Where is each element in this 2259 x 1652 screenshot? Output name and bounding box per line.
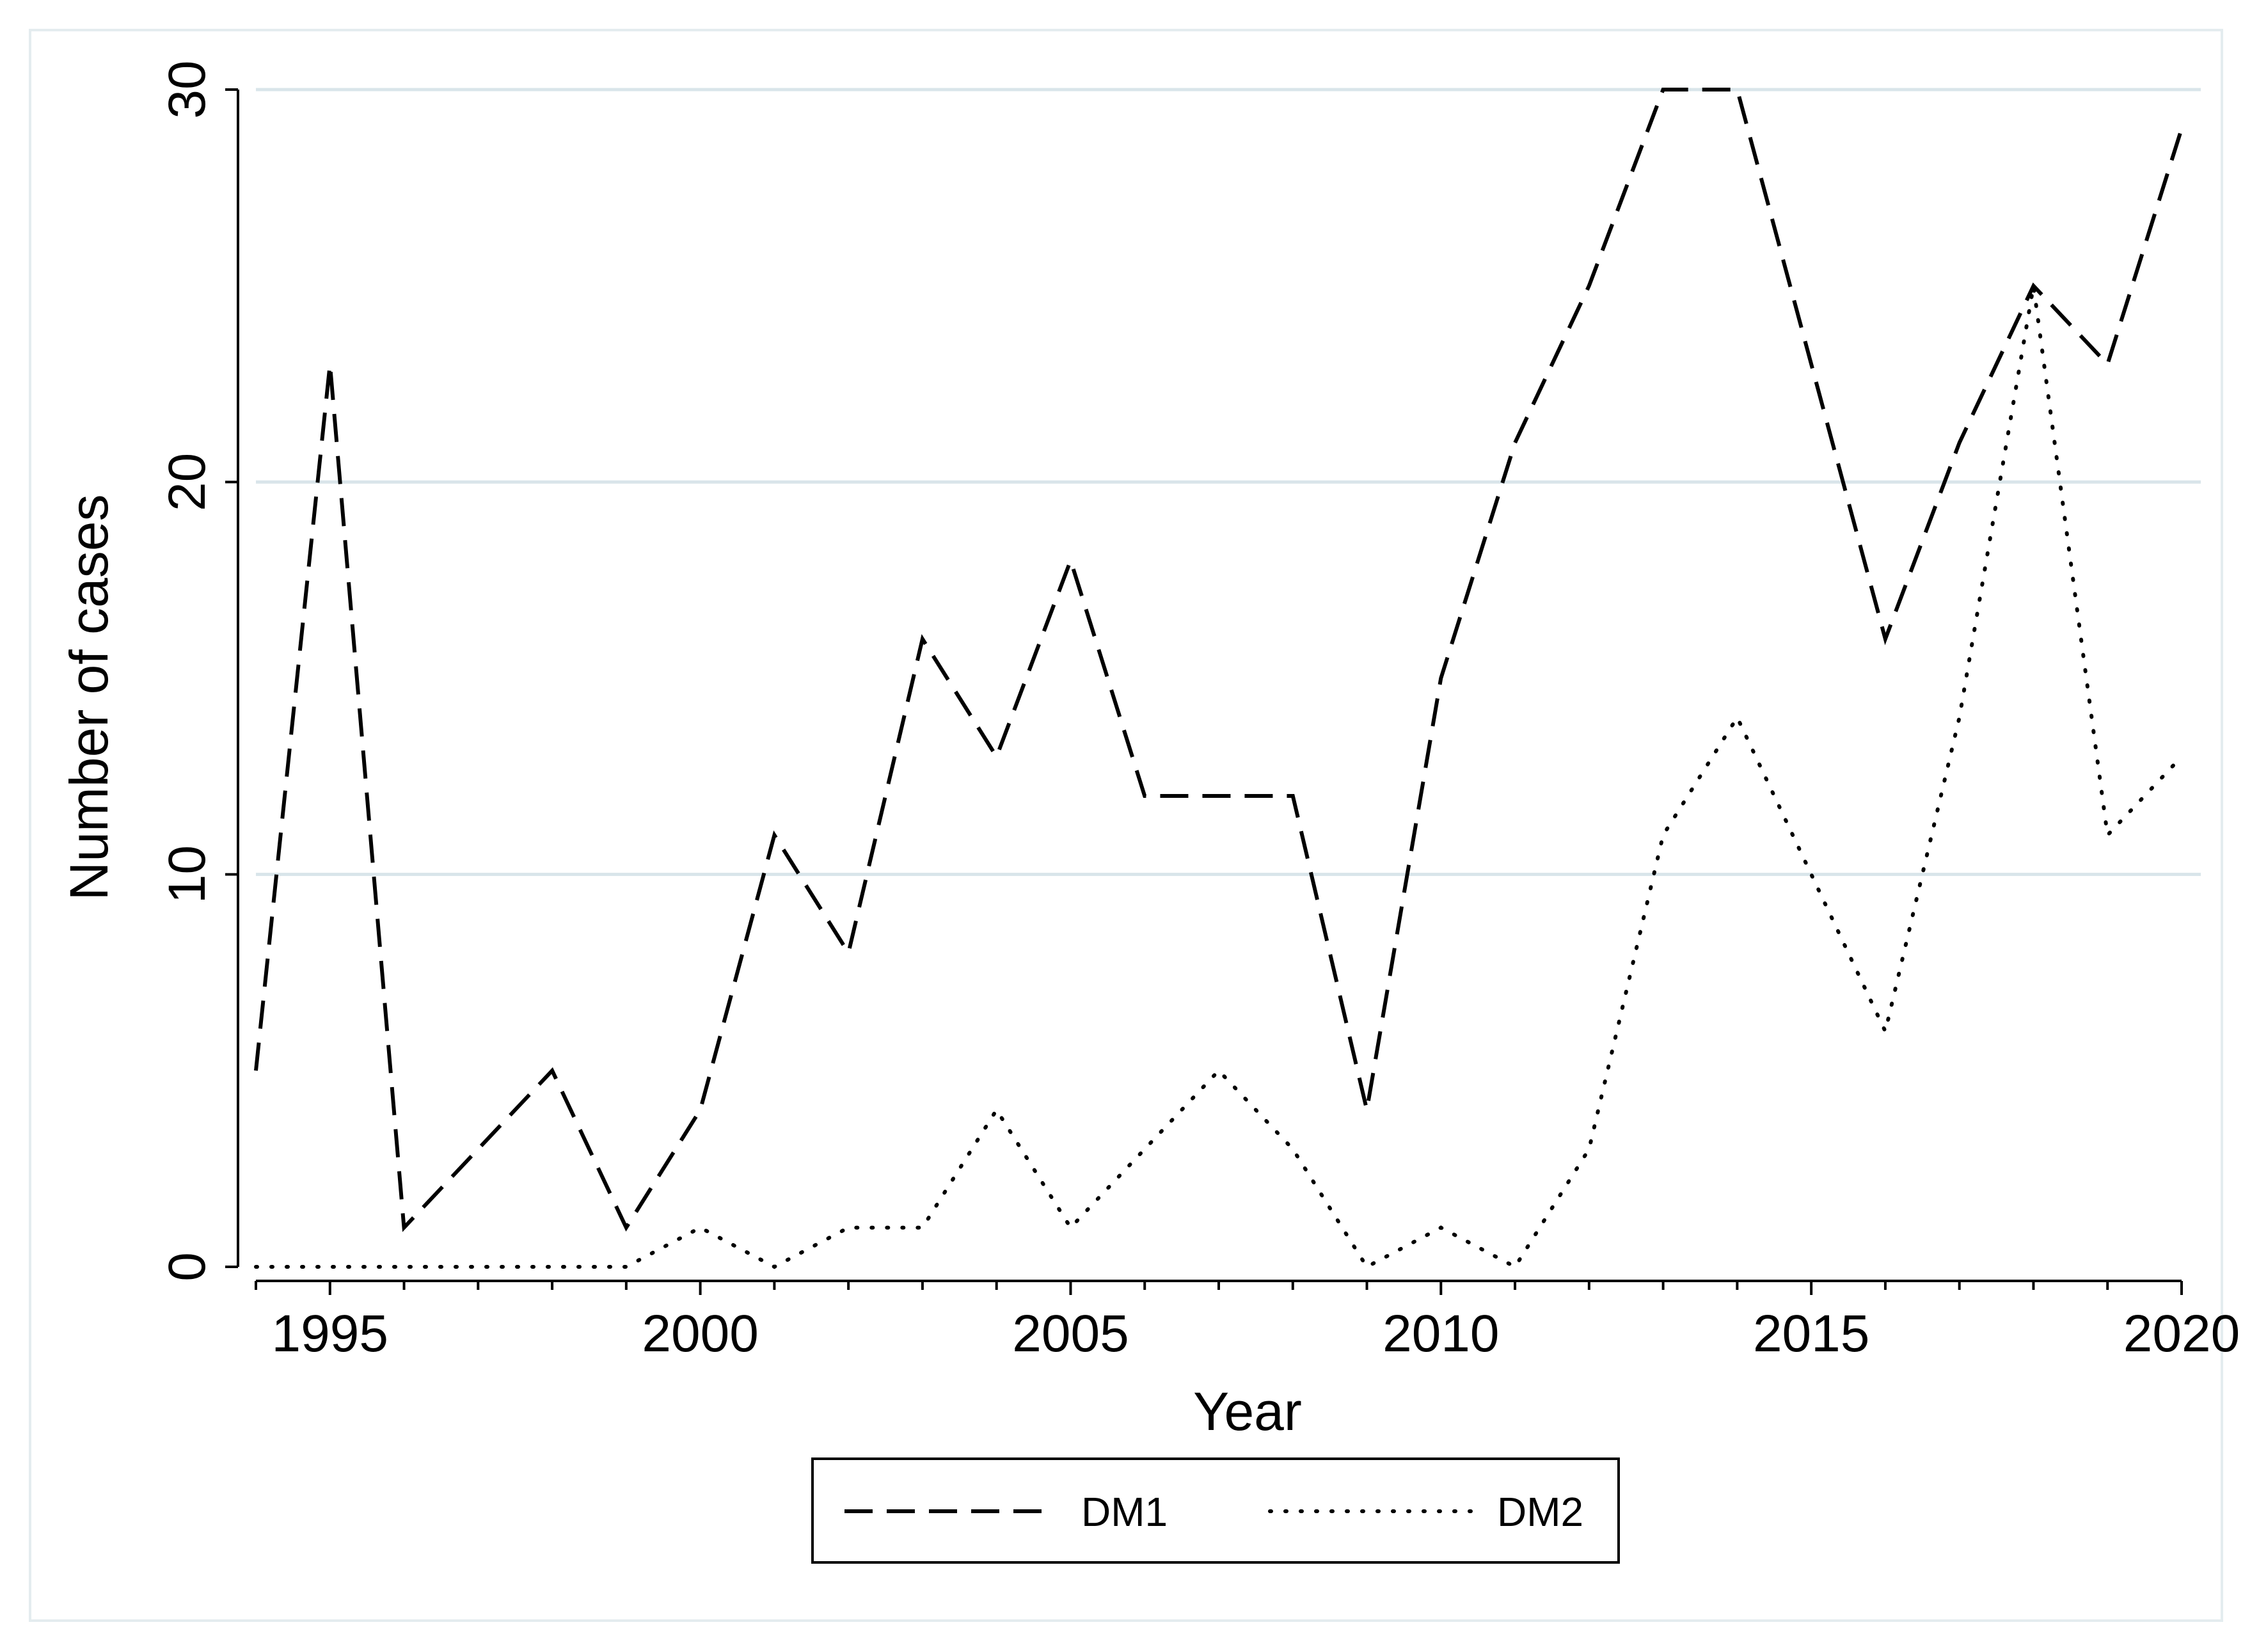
series-line-dm2 <box>254 285 2184 1269</box>
x-tick-label: 1995 <box>272 1305 388 1363</box>
y-tick-label: 10 <box>158 845 216 903</box>
y-tick-label: 30 <box>158 60 216 118</box>
x-axis-title: Year <box>1193 1381 1302 1442</box>
y-axis-title: Number of cases <box>59 495 119 901</box>
legend: DM1 DM2 <box>811 1457 1620 1564</box>
series-lines <box>254 88 2184 1269</box>
x-tick-label: 2010 <box>1383 1305 1499 1363</box>
x-tick-label: 2000 <box>642 1305 758 1363</box>
x-tick-label: 2005 <box>1012 1305 1129 1363</box>
legend-label-dm2: DM2 <box>1497 1489 1583 1535</box>
chart-frame <box>29 29 2223 1622</box>
tick-labels: 0 10 20 30 1995 2000 2005 2010 2015 2020 <box>158 60 2240 1363</box>
gridlines <box>256 88 2201 877</box>
axes <box>225 88 2183 1295</box>
y-tick-label: 0 <box>158 1252 216 1282</box>
series-line-dm1 <box>254 88 2184 1232</box>
x-tick-label: 2020 <box>2123 1305 2240 1363</box>
x-tick-label: 2015 <box>1753 1305 1869 1363</box>
y-tick-label: 20 <box>158 453 216 511</box>
legend-label-dm1: DM1 <box>1081 1489 1168 1535</box>
